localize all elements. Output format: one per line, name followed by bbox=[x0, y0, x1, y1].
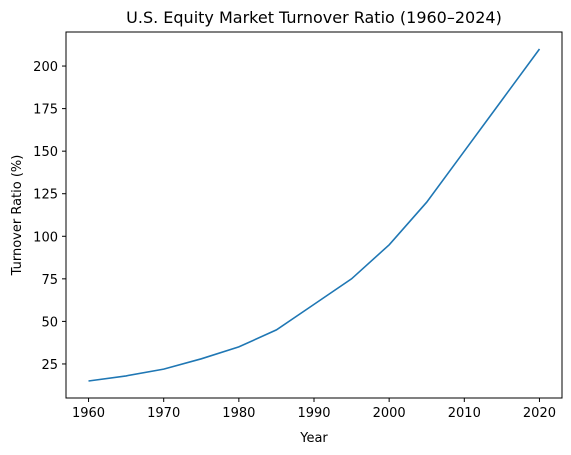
x-axis-label: Year bbox=[299, 431, 328, 446]
chart-title: U.S. Equity Market Turnover Ratio (1960–… bbox=[126, 8, 502, 27]
x-tick-label: 1970 bbox=[147, 406, 180, 421]
y-tick-label: 125 bbox=[33, 188, 58, 203]
y-tick-label: 50 bbox=[41, 315, 58, 330]
y-tick-label: 200 bbox=[33, 60, 58, 75]
x-tick-label: 1960 bbox=[72, 406, 105, 421]
x-tick-label: 1980 bbox=[222, 406, 255, 421]
y-tick-label: 25 bbox=[41, 358, 58, 373]
y-tick-label: 75 bbox=[41, 273, 58, 288]
x-tick-label: 2020 bbox=[523, 406, 556, 421]
x-tick-label: 2000 bbox=[373, 406, 406, 421]
x-tick-label: 2010 bbox=[448, 406, 481, 421]
y-tick-label: 150 bbox=[33, 145, 58, 160]
plot-frame bbox=[65, 31, 563, 399]
y-axis: 25 50 75 100 125 150 175 200 bbox=[33, 60, 66, 373]
x-axis: 1960 1970 1980 1990 2000 2010 2020 bbox=[72, 398, 556, 421]
y-tick-label: 175 bbox=[33, 103, 58, 118]
y-tick-label: 100 bbox=[33, 230, 58, 245]
series-line bbox=[88, 48, 541, 382]
y-axis-label: Turnover Ratio (%) bbox=[10, 155, 25, 277]
x-tick-label: 1990 bbox=[297, 406, 330, 421]
